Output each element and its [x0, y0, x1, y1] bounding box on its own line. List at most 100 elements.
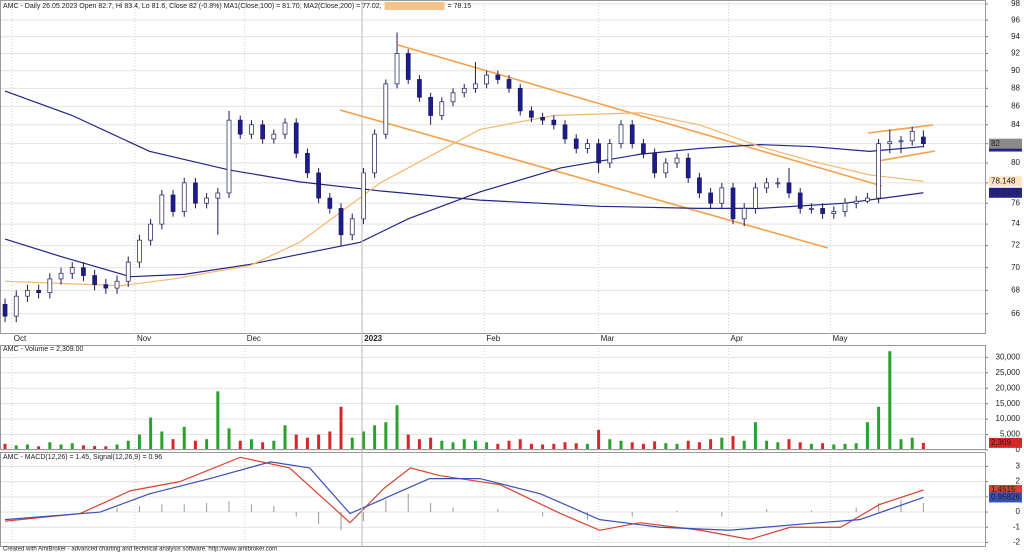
y-tick-label: 3	[1016, 462, 1021, 471]
channel-line	[867, 124, 934, 134]
volume-bar	[496, 443, 500, 450]
candle-body	[461, 87, 467, 94]
candle-body	[372, 133, 377, 174]
line-series	[4, 461, 924, 531]
candle-body	[540, 117, 545, 121]
x-tick-label: Nov	[137, 334, 151, 343]
candle-body	[764, 182, 769, 189]
volume-bar	[742, 440, 746, 450]
candle-body	[13, 295, 19, 317]
candle-body	[484, 74, 489, 85]
candle-body	[495, 74, 501, 80]
value-badge	[989, 437, 1022, 448]
candle-body	[607, 143, 613, 164]
volume-bar	[787, 439, 791, 450]
value-badge-label: 82	[991, 139, 1000, 148]
candle-body	[36, 290, 41, 294]
candle-body	[562, 124, 568, 140]
volume-bar	[899, 439, 903, 450]
volume-bar	[384, 422, 388, 450]
candle-body	[585, 143, 590, 149]
candle-body	[58, 272, 64, 280]
candle-body	[887, 141, 893, 145]
volume-bar	[104, 446, 108, 450]
candle-body	[237, 119, 243, 135]
candle-body	[204, 197, 209, 204]
candle-body	[641, 143, 646, 154]
candle-body	[25, 290, 30, 297]
y-tick-label: 2	[1016, 477, 1021, 486]
volume-bar	[272, 440, 276, 450]
volume-bar	[59, 444, 63, 450]
candle-body	[159, 194, 165, 225]
candle-body	[618, 124, 624, 145]
value-badge	[989, 176, 1022, 187]
candle-body	[349, 218, 355, 236]
volume-bar	[921, 442, 925, 450]
candle-body	[473, 83, 478, 89]
price-header-tail: = 78.15	[448, 3, 472, 10]
x-tick-label: 2023	[364, 334, 382, 343]
volume-bar	[641, 443, 645, 450]
value-badge-label: 78.148	[991, 176, 1016, 185]
channel-line	[877, 150, 936, 162]
volume-bar	[709, 439, 713, 450]
volume-bar	[485, 442, 489, 450]
candle-body	[853, 200, 859, 204]
y-tick-label: 98	[1011, 0, 1020, 8]
value-badge	[989, 492, 1022, 503]
macd-panel-frame	[0, 452, 986, 547]
volume-bar	[37, 446, 41, 450]
volume-bar	[361, 431, 365, 450]
price-panel-frame	[0, 0, 986, 334]
volume-bar	[294, 434, 298, 450]
volume-bar	[552, 443, 556, 450]
candle-body	[697, 177, 702, 194]
candle-body	[652, 152, 657, 174]
volume-bar	[574, 443, 578, 450]
channel-line	[397, 44, 883, 187]
y-tick-label: 5,000	[1000, 430, 1021, 439]
candle-body	[529, 110, 534, 118]
volume-bar	[798, 442, 802, 450]
volume-bar	[70, 443, 74, 450]
volume-bar	[205, 439, 209, 450]
volume-bar	[462, 439, 466, 450]
candle-body	[663, 162, 669, 174]
volume-bar	[843, 443, 847, 450]
candle-body	[271, 133, 277, 140]
volume-bar	[563, 442, 567, 450]
volume-bar	[720, 437, 724, 450]
volume-bar	[619, 440, 623, 450]
y-tick-label: 0	[1016, 445, 1021, 454]
value-badge-label: 1.4515	[991, 485, 1016, 494]
volume-bar	[776, 442, 780, 450]
volume-bar	[406, 434, 410, 450]
footer: Created with AmiBroker - advanced charti…	[3, 547, 277, 553]
candle-body	[327, 197, 333, 209]
volume-bar	[731, 436, 735, 450]
y-tick-label: 68	[1011, 285, 1020, 294]
volume-header: AMC - Volume = 2,309.00	[3, 346, 83, 353]
channel-line	[339, 109, 829, 249]
candle-body	[674, 157, 680, 164]
volume-bar	[753, 422, 757, 450]
value-badge-label: 2,309	[991, 438, 1012, 447]
volume-bar	[182, 426, 186, 450]
y-tick-label: 66	[1011, 309, 1020, 318]
y-tick-label: 74	[1011, 219, 1020, 228]
line-series	[4, 90, 924, 209]
candle-body	[125, 261, 131, 282]
y-tick-label: 84	[1011, 120, 1020, 129]
volume-bar	[81, 445, 85, 450]
y-tick-label: 0	[1016, 507, 1021, 516]
candle-body	[775, 182, 781, 185]
candle-body	[103, 284, 109, 289]
volume-bar	[686, 440, 690, 450]
value-badge-label: 0.95826	[991, 493, 1020, 502]
volume-bar	[305, 437, 309, 450]
trend-channels	[339, 44, 936, 249]
candle-body	[114, 280, 120, 289]
x-tick-label: Mar	[601, 334, 615, 343]
